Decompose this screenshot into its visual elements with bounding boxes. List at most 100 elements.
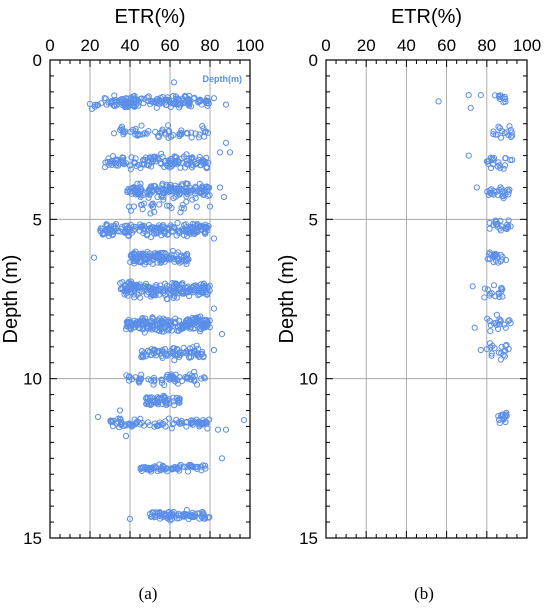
data-point <box>120 157 127 164</box>
data-point <box>220 193 228 201</box>
y-tick-label: 10 <box>23 370 42 389</box>
data-point <box>149 315 156 322</box>
data-point <box>206 203 214 210</box>
data-point <box>161 287 168 294</box>
data-point <box>214 426 222 433</box>
data-point <box>169 421 176 428</box>
data-point <box>153 400 160 407</box>
data-point <box>124 320 131 327</box>
data-point <box>176 230 183 237</box>
x-tick-label: 0 <box>45 36 54 55</box>
data-point <box>131 226 139 233</box>
data-point <box>124 229 131 236</box>
data-point <box>141 286 148 293</box>
data-point <box>191 373 198 380</box>
data-point <box>183 151 190 158</box>
data-point <box>502 155 509 162</box>
data-point <box>144 284 151 291</box>
data-point <box>115 228 122 235</box>
data-point <box>471 324 478 331</box>
data-point <box>502 324 509 331</box>
data-point <box>486 219 493 227</box>
data-point <box>143 320 150 327</box>
data-point <box>183 256 190 263</box>
data-point <box>144 94 151 101</box>
data-point <box>170 195 177 202</box>
data-point <box>162 324 169 331</box>
data-point <box>126 203 133 210</box>
data-point <box>110 417 117 424</box>
data-point <box>143 130 150 137</box>
data-point <box>189 196 196 203</box>
data-point <box>198 375 205 382</box>
data-point <box>138 371 145 378</box>
data-point <box>176 96 183 103</box>
data-point <box>469 283 476 290</box>
data-point <box>206 416 213 423</box>
data-point <box>119 100 127 107</box>
data-point <box>508 129 515 136</box>
data-point <box>167 510 174 517</box>
data-point <box>90 254 98 261</box>
data-point <box>193 315 200 322</box>
data-point <box>495 349 502 356</box>
data-point <box>506 123 513 130</box>
data-point <box>156 324 163 331</box>
data-point <box>183 348 190 355</box>
x-tick-label: 80 <box>201 36 220 55</box>
data-point <box>176 317 183 324</box>
data-point <box>139 161 146 168</box>
data-point <box>181 187 188 194</box>
data-point <box>151 423 158 430</box>
data-point <box>508 132 516 139</box>
x-tick-label: 40 <box>397 36 416 55</box>
data-point <box>120 131 127 138</box>
data-point <box>172 159 179 166</box>
data-point <box>179 323 186 330</box>
data-point <box>121 291 128 298</box>
data-point <box>506 317 513 324</box>
data-point <box>486 340 494 347</box>
data-point <box>175 290 182 297</box>
data-point <box>147 466 154 473</box>
data-point <box>122 101 129 108</box>
data-point <box>150 347 157 354</box>
data-point <box>181 93 188 100</box>
data-point <box>153 349 160 356</box>
data-point <box>487 328 494 335</box>
data-point <box>170 375 177 382</box>
plot-frame <box>49 59 251 539</box>
data-point <box>501 162 509 169</box>
data-point <box>145 93 152 100</box>
data-point <box>179 201 186 208</box>
data-point <box>105 226 112 233</box>
data-point <box>110 231 117 238</box>
data-point <box>107 158 114 165</box>
data-point <box>122 95 130 102</box>
data-point <box>201 133 208 140</box>
data-point <box>156 328 163 335</box>
data-point <box>98 100 105 107</box>
data-point <box>156 421 163 428</box>
data-point <box>126 162 133 169</box>
data-point <box>500 415 507 422</box>
data-point <box>147 210 154 217</box>
data-point <box>222 101 230 108</box>
data-point <box>164 225 171 232</box>
data-point <box>156 201 163 208</box>
data-point <box>157 129 164 137</box>
data-point <box>184 375 191 382</box>
y-tick-label: 15 <box>23 529 42 548</box>
data-point <box>494 163 501 170</box>
data-point <box>169 247 176 255</box>
data-point <box>187 354 195 361</box>
data-point <box>173 255 180 262</box>
data-point <box>148 202 155 209</box>
x-tick-label: 0 <box>321 36 330 55</box>
data-point <box>195 99 202 106</box>
data-point <box>147 321 154 329</box>
data-point <box>172 93 180 100</box>
data-point <box>486 255 493 263</box>
data-point <box>502 189 509 196</box>
data-point <box>222 139 230 146</box>
